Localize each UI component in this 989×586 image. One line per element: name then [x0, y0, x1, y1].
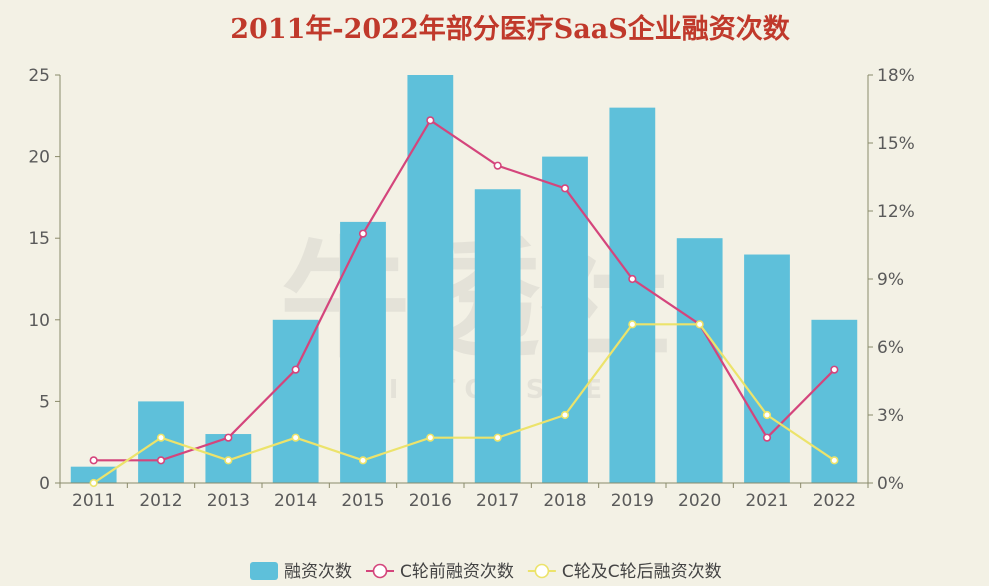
point-series-1-2012 [156, 456, 166, 465]
point-series-2-2022 [830, 456, 839, 465]
y-left-tick-label: 20 [28, 148, 50, 168]
bar-2021 [744, 254, 790, 483]
bar-2015 [340, 221, 386, 483]
point-series-1-2014 [291, 365, 300, 374]
bar-2016 [407, 75, 454, 483]
y-right-tick-label: 6% [877, 338, 904, 358]
point-series-2-2012 [156, 433, 166, 442]
point-series-1-2011 [89, 456, 98, 465]
bar-2022 [811, 319, 858, 483]
point-series-1-2013 [224, 433, 233, 442]
y-left-tick-label: 10 [28, 311, 50, 331]
y-right-tick-label: 15% [877, 134, 915, 154]
point-series-2-2021 [762, 410, 772, 420]
axes: 0 5 10 15 20 25 0% 3% 6% 9% 12% 15% 18% 2011 2012 2013 2… [28, 66, 914, 511]
legend-swatch-marker-2 [534, 563, 550, 579]
x-tick-label: 2018 [543, 491, 586, 511]
y-right-tick-label: 9% [877, 270, 904, 290]
x-tick-label: 2022 [813, 491, 856, 511]
y-left-tick-label: 0 [39, 474, 50, 494]
y-right-tick-label: 18% [877, 66, 915, 86]
y-left-tick-label: 25 [28, 66, 50, 86]
point-series-2-2019 [628, 320, 637, 329]
x-tick-label: 2017 [476, 491, 519, 511]
point-series-1-2017 [493, 161, 502, 170]
bar-2014 [272, 319, 319, 483]
x-tick-label: 2016 [409, 491, 452, 511]
point-series-1-2016 [426, 116, 435, 125]
y-right-tick-label: 12% [877, 202, 915, 222]
x-tick-label: 2013 [207, 491, 250, 511]
point-series-2-2014 [291, 433, 300, 442]
x-tick-label: 2019 [611, 491, 654, 511]
point-series-1-2019 [628, 274, 637, 284]
legend-label-1: C轮前融资次数 [400, 562, 514, 582]
point-series-1-2018 [560, 184, 570, 193]
point-series-2-2013 [224, 456, 233, 465]
line-series-1 [93, 118, 836, 462]
bar-2018 [542, 156, 588, 483]
line-series-2 [93, 323, 835, 484]
legend-label-0: 融资次数 [284, 562, 352, 582]
line-series [89, 116, 839, 488]
legend-swatch-bar [250, 562, 278, 580]
x-tick-label: 2014 [274, 491, 317, 511]
point-series-2-2017 [493, 433, 502, 442]
point-series-2-2020 [695, 320, 704, 329]
point-series-2-2016 [426, 433, 435, 442]
bar-2019 [609, 107, 656, 483]
x-tick-label: 2020 [678, 491, 721, 511]
point-series-1-2022 [830, 365, 839, 374]
chart-title: 2011年-2022年部分医疗SaaS企业融资次数 [230, 13, 790, 45]
x-tick-label: 2021 [745, 491, 788, 511]
point-series-2-2015 [358, 456, 368, 465]
legend-swatch-marker-1 [372, 563, 388, 579]
y-left-tick-label: 15 [28, 229, 50, 249]
bar-2020 [676, 238, 723, 483]
point-series-1-2021 [762, 433, 772, 442]
y-right-tick-label: 3% [877, 406, 904, 426]
bar-2011 [70, 466, 117, 483]
y-left-tick-label: 5 [39, 392, 50, 412]
y-right-tick-label: 0% [877, 474, 904, 494]
legend-label-2: C轮及C轮后融资次数 [562, 562, 722, 582]
point-series-2-2011 [89, 478, 98, 488]
x-tick-label: 2012 [139, 491, 182, 511]
x-tick-label: 2011 [72, 491, 115, 511]
point-series-2-2018 [560, 410, 570, 420]
point-series-1-2015 [358, 229, 368, 238]
legend: 融资次数 C轮前融资次数 C轮及C轮后融资次数 [250, 562, 722, 582]
x-tick-label: 2015 [341, 491, 384, 511]
